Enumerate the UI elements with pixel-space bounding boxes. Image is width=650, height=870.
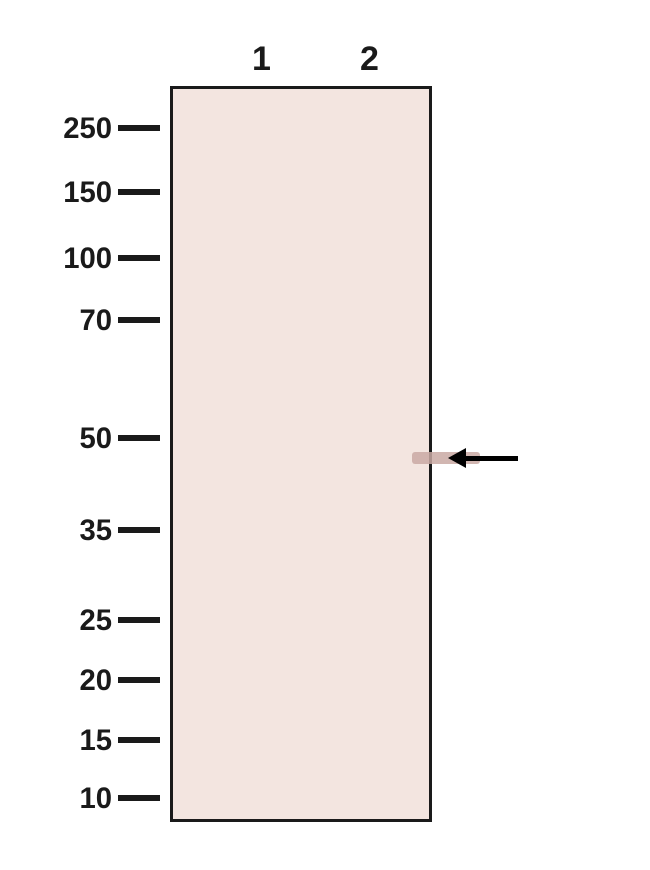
blot-membrane (170, 86, 432, 822)
marker-label-100: 100 (63, 243, 112, 276)
marker-label-70: 70 (79, 305, 112, 338)
arrow-head-icon (448, 448, 466, 468)
marker-tick-20 (118, 677, 160, 683)
marker-label-35: 35 (79, 515, 112, 548)
marker-label-250: 250 (63, 113, 112, 146)
marker-label-150: 150 (63, 177, 112, 210)
lane-2-label: 2 (360, 40, 379, 79)
blot-canvas: 1 2 250 150 100 70 50 35 25 20 15 10 (0, 0, 650, 870)
marker-label-10: 10 (79, 783, 112, 816)
marker-tick-50 (118, 435, 160, 441)
marker-tick-10 (118, 795, 160, 801)
marker-label-50: 50 (79, 423, 112, 456)
arrow-line (466, 456, 518, 461)
marker-tick-35 (118, 527, 160, 533)
marker-tick-15 (118, 737, 160, 743)
marker-label-20: 20 (79, 665, 112, 698)
marker-label-15: 15 (79, 725, 112, 758)
marker-tick-70 (118, 317, 160, 323)
marker-tick-250 (118, 125, 160, 131)
lane-1-label: 1 (252, 40, 271, 79)
band-arrow (448, 448, 518, 468)
marker-tick-150 (118, 189, 160, 195)
marker-tick-100 (118, 255, 160, 261)
marker-label-25: 25 (79, 605, 112, 638)
marker-tick-25 (118, 617, 160, 623)
